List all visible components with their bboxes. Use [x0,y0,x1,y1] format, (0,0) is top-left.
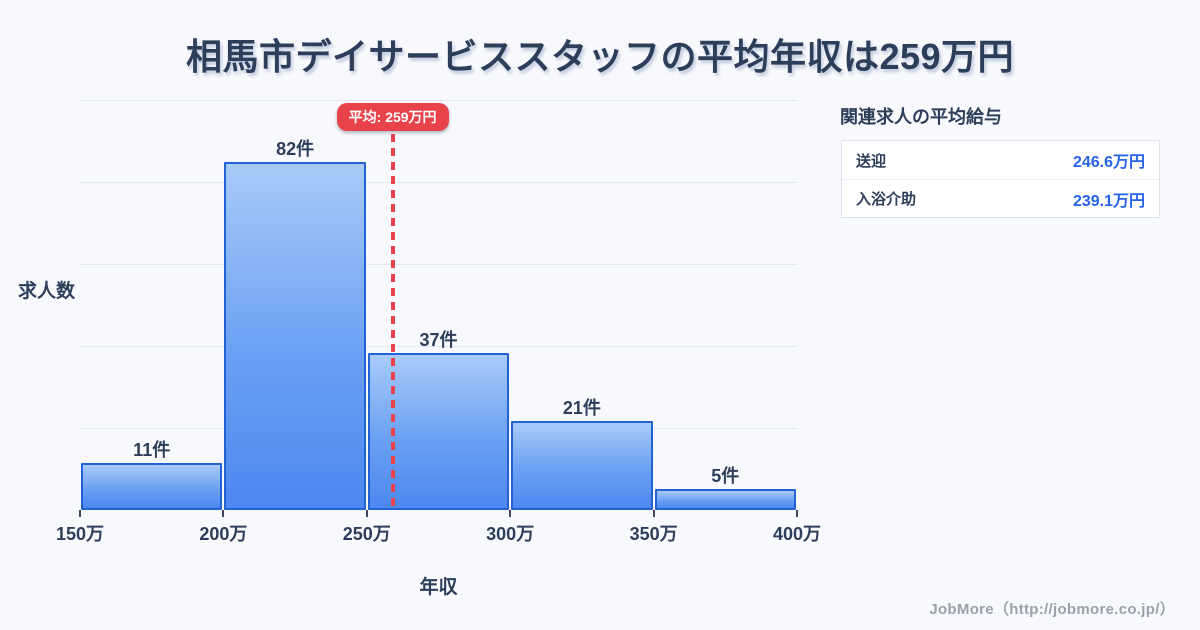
x-axis-label: 年収 [419,577,458,598]
job-salary-value: 246.6万円 [1072,154,1145,171]
x-tick-label: 350万 [629,524,678,544]
histogram-bar [654,488,796,510]
page-title: 相馬市デイサービススタッフの平均年収は259万円 [185,36,1015,77]
bar-count-label: 37件 [419,329,458,350]
x-tick-label: 250万 [342,524,391,544]
gridline [80,182,797,183]
histogram-bar [81,463,223,510]
average-line [390,134,395,510]
gridline [80,346,797,347]
bar-count-label: 82件 [276,138,315,159]
table-row: 送迎 246.6万円 [842,141,1159,179]
related-jobs-heading: 関連求人の平均給与 [840,107,1002,127]
bar-count-label: 21件 [562,397,601,418]
average-badge: 平均: 259万円 [336,103,449,131]
job-salary-value: 239.1万円 [1072,192,1145,210]
histogram-bar [367,352,510,510]
bar-count-label: 5件 [711,465,740,486]
histogram-bar [511,420,653,510]
x-axis-tick [79,510,81,517]
job-category-label: 送迎 [856,152,887,170]
x-tick-label: 400万 [772,524,822,544]
bar-count-label: 11件 [133,440,171,461]
x-axis-tick [796,510,798,517]
x-axis-tick [365,510,368,517]
gridline [80,100,797,101]
x-tick-label: 150万 [55,524,105,544]
x-tick-label: 300万 [486,524,535,544]
histogram-bar [224,161,366,510]
x-tick-label: 200万 [199,524,248,544]
histogram-plot-area: 11件 82件 37件 21件 5件 150万 200万 250万 300万 350万 400万 平均… [56,100,821,544]
x-axis-tick [509,510,512,517]
gridline [80,264,797,265]
table-row: 入浴介助 239.1万円 [842,179,1159,217]
x-axis-tick [652,510,655,517]
jobmore-credit: JobMore（http://jobmore.co.jp/） [929,601,1175,618]
job-category-label: 入浴介助 [856,191,917,208]
y-axis-label: 求人数 [18,281,76,302]
related-jobs-table: 送迎 246.6万円 入浴介助 239.1万円 [841,140,1160,218]
x-axis-tick [222,510,225,517]
